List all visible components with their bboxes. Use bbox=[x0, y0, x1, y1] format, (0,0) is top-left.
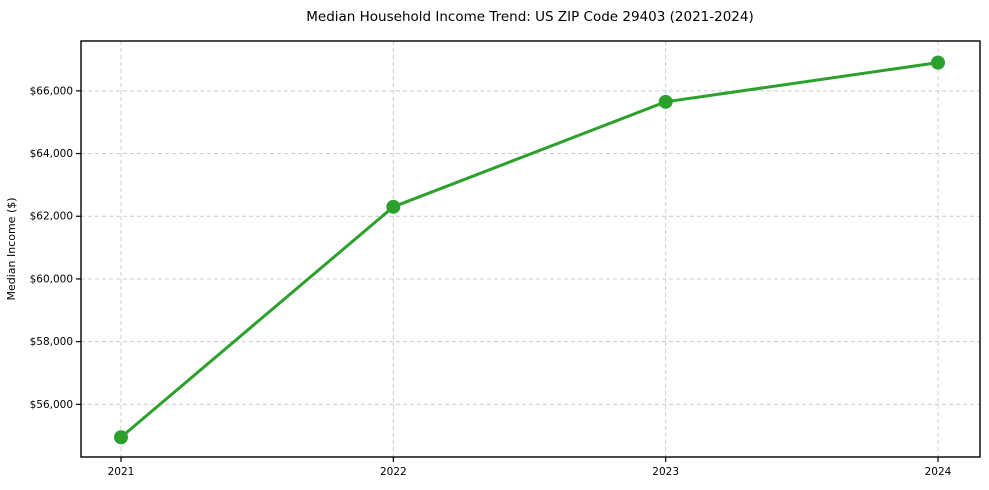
series-layer bbox=[114, 55, 945, 445]
gridlines bbox=[81, 41, 980, 457]
plot-border bbox=[80, 40, 981, 458]
y-tick-label: $60,000 bbox=[30, 273, 73, 285]
y-tick-label: $56,000 bbox=[30, 399, 73, 411]
chart-title: Median Household Income Trend: US ZIP Co… bbox=[306, 9, 754, 25]
data-point bbox=[931, 55, 945, 70]
data-point bbox=[386, 199, 401, 214]
x-tick-label: 2024 bbox=[925, 466, 952, 478]
y-tick-label: $62,000 bbox=[30, 211, 73, 223]
y-tick-label: $58,000 bbox=[30, 336, 73, 348]
axis-ticks: $56,000 $58,000 $60,000 $62,000 $64,000 $66,0… bbox=[30, 85, 952, 478]
data-point bbox=[658, 94, 673, 109]
data-point bbox=[114, 430, 128, 445]
y-axis-label: Median Income ($) bbox=[5, 197, 18, 300]
x-tick-label: 2023 bbox=[652, 466, 679, 478]
y-tick-label: $64,000 bbox=[30, 148, 73, 160]
x-tick-label: 2022 bbox=[380, 466, 407, 478]
trend-line bbox=[119, 61, 940, 439]
x-tick-label: 2021 bbox=[108, 466, 135, 478]
y-tick-label: $66,000 bbox=[30, 85, 73, 97]
